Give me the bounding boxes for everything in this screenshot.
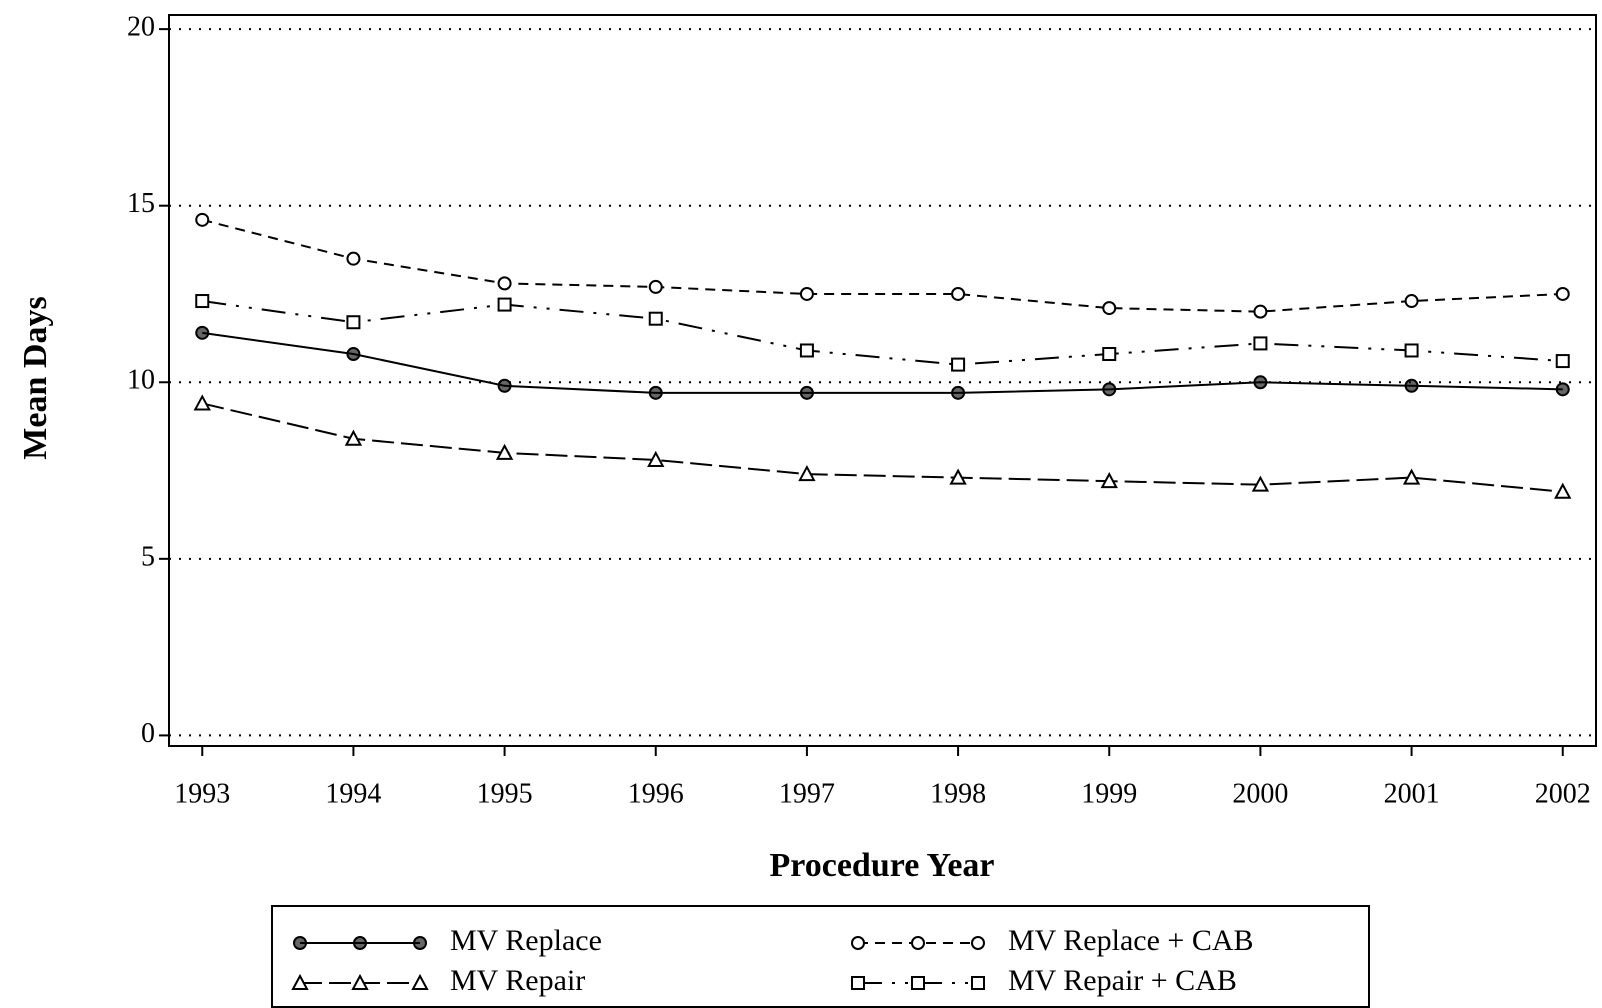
y-tick-label: 0 xyxy=(141,718,155,749)
x-tick-label: 1998 xyxy=(930,778,986,809)
data-point xyxy=(1253,336,1268,351)
x-tick-label: 2002 xyxy=(1535,778,1591,809)
legend-box xyxy=(271,905,1370,1008)
x-tick-label: 1996 xyxy=(628,778,684,809)
legend-label: MV Replace + CAB xyxy=(1008,924,1254,957)
legend-label: MV Repair xyxy=(450,964,585,997)
x-axis-label: Procedure Year xyxy=(769,847,994,884)
legend-marker xyxy=(291,973,309,990)
x-tick-label: 2000 xyxy=(1232,778,1288,809)
legend-marker xyxy=(293,936,307,950)
legend-marker xyxy=(971,936,985,950)
data-point xyxy=(1251,475,1270,492)
y-tick-label: 10 xyxy=(127,365,155,396)
x-tick-label: 1999 xyxy=(1081,778,1137,809)
data-point xyxy=(648,311,663,326)
y-axis-label: Mean Days xyxy=(17,296,54,459)
data-point xyxy=(951,385,966,400)
data-point xyxy=(1402,468,1421,485)
series-line xyxy=(202,218,1563,313)
legend-label: MV Repair + CAB xyxy=(1008,964,1237,997)
legend-label: MV Replace xyxy=(450,924,602,957)
x-tick-label: 1993 xyxy=(174,778,230,809)
data-point xyxy=(1102,382,1117,397)
data-point xyxy=(648,279,663,294)
data-point xyxy=(799,385,814,400)
data-point xyxy=(1554,482,1572,499)
legend-marker xyxy=(911,936,925,950)
data-point xyxy=(346,315,361,330)
data-point xyxy=(951,286,966,301)
data-point xyxy=(346,251,361,266)
legend-marker xyxy=(851,936,865,950)
data-point xyxy=(195,325,210,340)
data-point xyxy=(1404,378,1419,393)
series-line xyxy=(202,402,1563,493)
legend-marker xyxy=(911,976,925,990)
data-point xyxy=(1555,382,1570,397)
data-point xyxy=(497,378,512,393)
data-point xyxy=(1253,375,1268,390)
data-point xyxy=(497,276,512,291)
data-point xyxy=(1100,472,1118,489)
data-point xyxy=(1253,304,1268,319)
legend-marker xyxy=(413,936,427,950)
data-point xyxy=(1404,343,1419,358)
x-tick-label: 1994 xyxy=(325,778,381,809)
data-point xyxy=(344,429,363,446)
data-point xyxy=(1102,301,1117,316)
legend-marker xyxy=(353,936,367,950)
legend-marker xyxy=(851,976,865,990)
data-point xyxy=(1102,347,1117,362)
data-point xyxy=(195,294,210,309)
y-tick-label: 5 xyxy=(141,541,155,572)
legend-marker xyxy=(411,973,429,990)
data-point xyxy=(195,212,210,227)
data-point xyxy=(799,286,814,301)
x-tick-label: 2001 xyxy=(1384,778,1440,809)
legend-marker xyxy=(971,976,985,990)
x-tick-label: 1997 xyxy=(779,778,835,809)
data-point xyxy=(346,347,361,362)
data-point xyxy=(799,343,814,358)
legend-marker xyxy=(351,973,369,990)
data-point xyxy=(1404,294,1419,309)
data-point xyxy=(648,385,663,400)
data-point xyxy=(497,297,512,312)
y-tick-label: 20 xyxy=(127,12,155,43)
data-point xyxy=(647,450,665,467)
data-point xyxy=(193,394,211,411)
series-line xyxy=(202,331,1563,394)
series-line xyxy=(202,300,1563,366)
plot-frame xyxy=(168,14,1597,747)
data-point xyxy=(798,464,816,482)
data-point xyxy=(1555,286,1570,301)
data-point xyxy=(495,443,514,460)
data-point xyxy=(1555,354,1570,369)
y-tick-label: 15 xyxy=(127,188,155,219)
data-point xyxy=(949,468,967,485)
data-point xyxy=(951,357,966,372)
x-tick-label: 1995 xyxy=(477,778,533,809)
